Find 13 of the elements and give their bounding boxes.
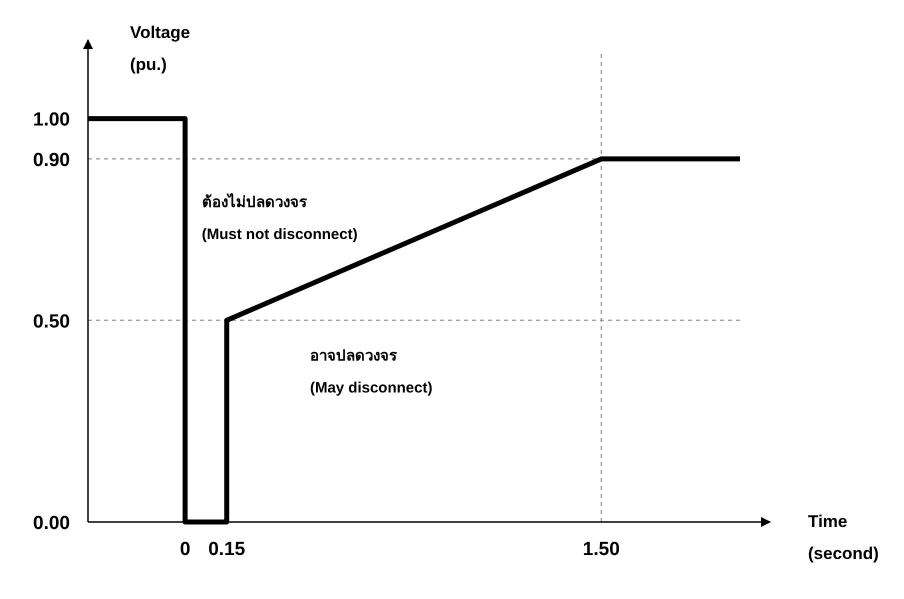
annotation: ต้องไม่ปลดวงจร	[202, 192, 308, 211]
y-tick-label: 0.90	[33, 150, 70, 171]
annotation: อาจปลดวงจร	[310, 347, 398, 364]
x-tick-label: 0	[180, 539, 190, 560]
x-axis-title: Time (second)	[808, 512, 879, 563]
x-tick-label: 1.50	[582, 539, 620, 560]
annotation: (May disconnect)	[310, 379, 432, 396]
y-tick-label: 1.00	[33, 110, 70, 131]
y-tick-label: 0.00	[33, 513, 70, 534]
y-tick-label: 0.50	[33, 311, 70, 332]
x-tick-label: 0.15	[208, 539, 246, 560]
y-axis-title: Voltage (pu.)	[130, 23, 190, 74]
annotation: (Must not disconnect)	[202, 226, 358, 243]
